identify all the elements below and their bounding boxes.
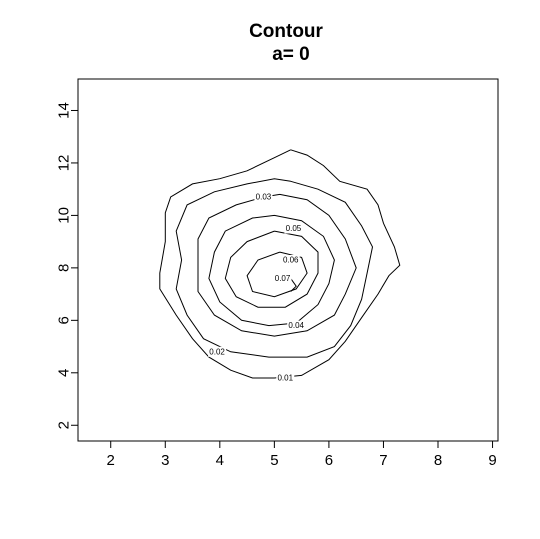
x-tick-label: 2: [107, 452, 115, 469]
y-axis: 2 4 6 8 10 12 14: [56, 102, 79, 429]
y-tick-label: 4: [56, 369, 73, 377]
x-tick-label: 5: [270, 452, 278, 469]
contour-label-0.07: 0.07: [275, 274, 291, 283]
y-tick-label: 8: [56, 264, 73, 272]
chart-title: Contour: [249, 21, 323, 42]
y-tick-label: 10: [56, 207, 73, 224]
contour-lines: [160, 150, 400, 378]
x-tick-label: 8: [434, 452, 442, 469]
contour-line-0.02: [176, 179, 372, 357]
contour-label-0.04: 0.04: [288, 321, 304, 330]
contour-labels: 0.01 0.02 0.03 0.04 0.05 0.06 0.07: [208, 192, 305, 383]
contour-line-0.01: [160, 150, 400, 378]
x-tick-label: 4: [216, 452, 224, 469]
contour-label-0.03: 0.03: [256, 193, 272, 202]
chart-subtitle: a= 0: [272, 44, 310, 65]
y-tick-label: 2: [56, 421, 73, 429]
x-tick-label: 6: [325, 452, 333, 469]
contour-label-0.06: 0.06: [283, 256, 299, 265]
y-tick-label: 14: [56, 102, 73, 119]
x-tick-label: 9: [488, 452, 496, 469]
y-tick-label: 6: [56, 316, 73, 324]
contour-label-0.02: 0.02: [209, 347, 225, 356]
contour-label-0.05: 0.05: [286, 224, 302, 233]
x-tick-label: 3: [161, 452, 169, 469]
x-axis: 2 3 4 5 6 7 8 9: [107, 441, 497, 469]
y-tick-label: 12: [56, 155, 73, 172]
x-tick-label: 7: [379, 452, 387, 469]
contour-label-0.01: 0.01: [277, 374, 293, 383]
